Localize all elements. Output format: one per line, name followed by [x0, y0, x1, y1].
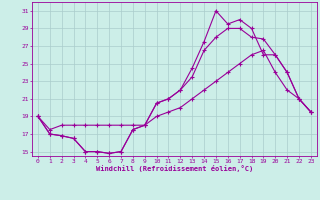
X-axis label: Windchill (Refroidissement éolien,°C): Windchill (Refroidissement éolien,°C) [96, 165, 253, 172]
